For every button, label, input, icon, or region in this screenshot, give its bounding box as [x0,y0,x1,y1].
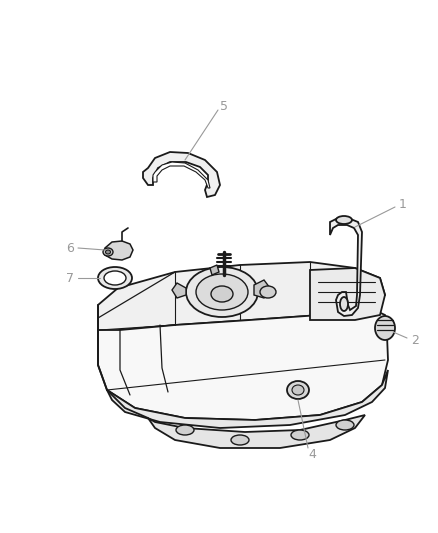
Polygon shape [105,241,133,260]
Ellipse shape [211,286,233,302]
Text: 1: 1 [399,198,407,212]
Text: 5: 5 [220,100,228,112]
Ellipse shape [106,250,110,254]
Ellipse shape [375,316,395,340]
Polygon shape [98,308,388,420]
Ellipse shape [260,286,276,298]
Text: 6: 6 [66,241,74,254]
Ellipse shape [292,385,304,395]
Polygon shape [330,218,362,316]
Ellipse shape [186,267,258,317]
Polygon shape [254,280,270,298]
Text: 4: 4 [308,448,316,462]
Ellipse shape [196,274,248,310]
Polygon shape [210,265,219,275]
Ellipse shape [231,435,249,445]
Polygon shape [172,283,186,298]
Ellipse shape [176,425,194,435]
Ellipse shape [103,248,113,256]
Text: 7: 7 [66,271,74,285]
Ellipse shape [336,216,352,224]
Text: 2: 2 [411,334,419,346]
Polygon shape [148,415,365,448]
Ellipse shape [104,271,126,285]
Ellipse shape [287,381,309,399]
Polygon shape [310,268,385,320]
Ellipse shape [340,297,348,311]
Ellipse shape [291,430,309,440]
Ellipse shape [336,420,354,430]
Polygon shape [107,370,388,428]
Polygon shape [153,162,210,188]
Polygon shape [143,152,220,197]
Polygon shape [98,262,385,340]
Ellipse shape [98,267,132,289]
